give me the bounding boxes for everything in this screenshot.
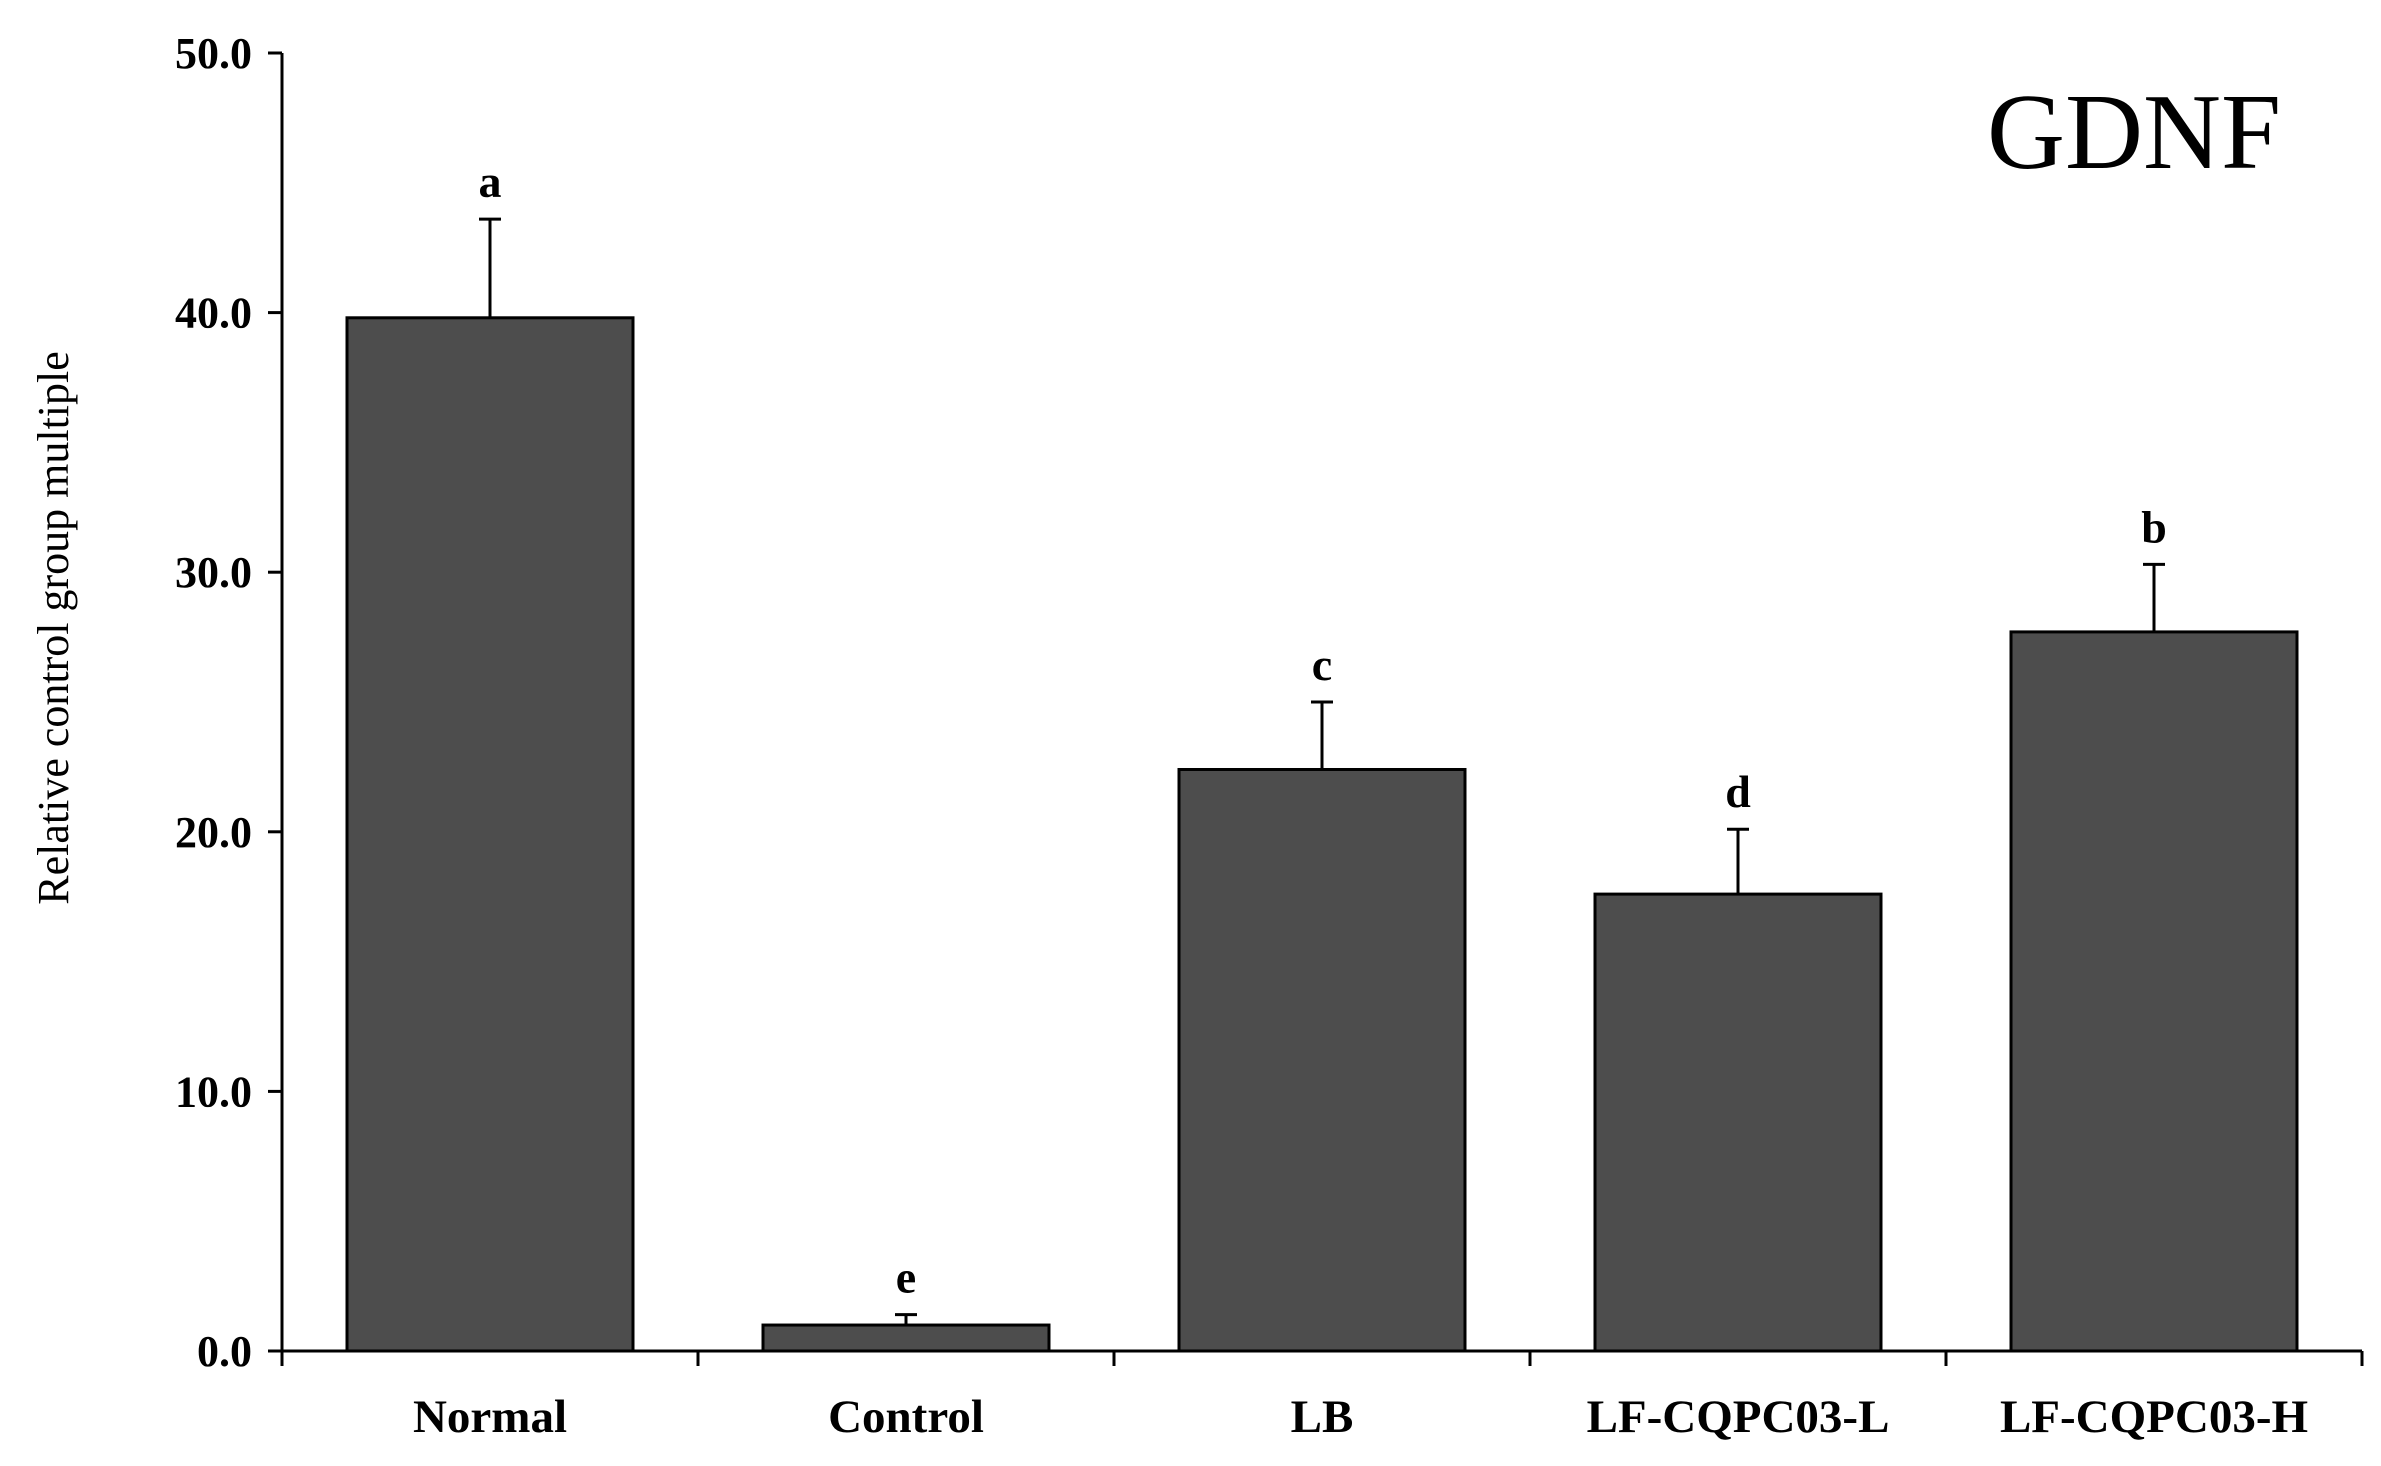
- bar-3: [1593, 892, 1883, 1353]
- category-label-2: LB: [1291, 1391, 1354, 1443]
- y-tick-label-3: 30.0: [175, 548, 252, 597]
- bars-group: [345, 316, 2299, 1353]
- y-tick-label-0: 0.0: [197, 1327, 252, 1376]
- bar-0: [345, 316, 635, 1353]
- y-axis-title: Relative control group multiple: [29, 351, 78, 905]
- category-label-0: Normal: [413, 1391, 567, 1443]
- chart-title: GDNF: [1987, 73, 2281, 192]
- bar-1: [761, 1323, 1051, 1353]
- y-tick-label-1: 10.0: [175, 1067, 252, 1116]
- significance-label-0: a: [479, 156, 502, 207]
- y-tick-label-5: 50.0: [175, 29, 252, 78]
- bar-4: [2009, 630, 2299, 1353]
- category-label-3: LF-CQPC03-L: [1587, 1391, 1890, 1443]
- y-tick-label-4: 40.0: [175, 289, 252, 338]
- category-label-4: LF-CQPC03-H: [2000, 1391, 2308, 1443]
- significance-label-3: d: [1725, 766, 1751, 817]
- significance-label-1: e: [896, 1252, 916, 1303]
- significance-label-2: c: [1312, 639, 1332, 690]
- error-bars-group: [479, 217, 2165, 1326]
- category-label-1: Control: [828, 1391, 984, 1443]
- y-tick-label-2: 20.0: [175, 808, 252, 857]
- bar-2: [1177, 767, 1467, 1353]
- significance-label-4: b: [2141, 501, 2167, 552]
- labels-group: 0.0 10.0 20.0 30.0 40.0 50.0 a Normal e Control c L…: [175, 29, 2308, 1443]
